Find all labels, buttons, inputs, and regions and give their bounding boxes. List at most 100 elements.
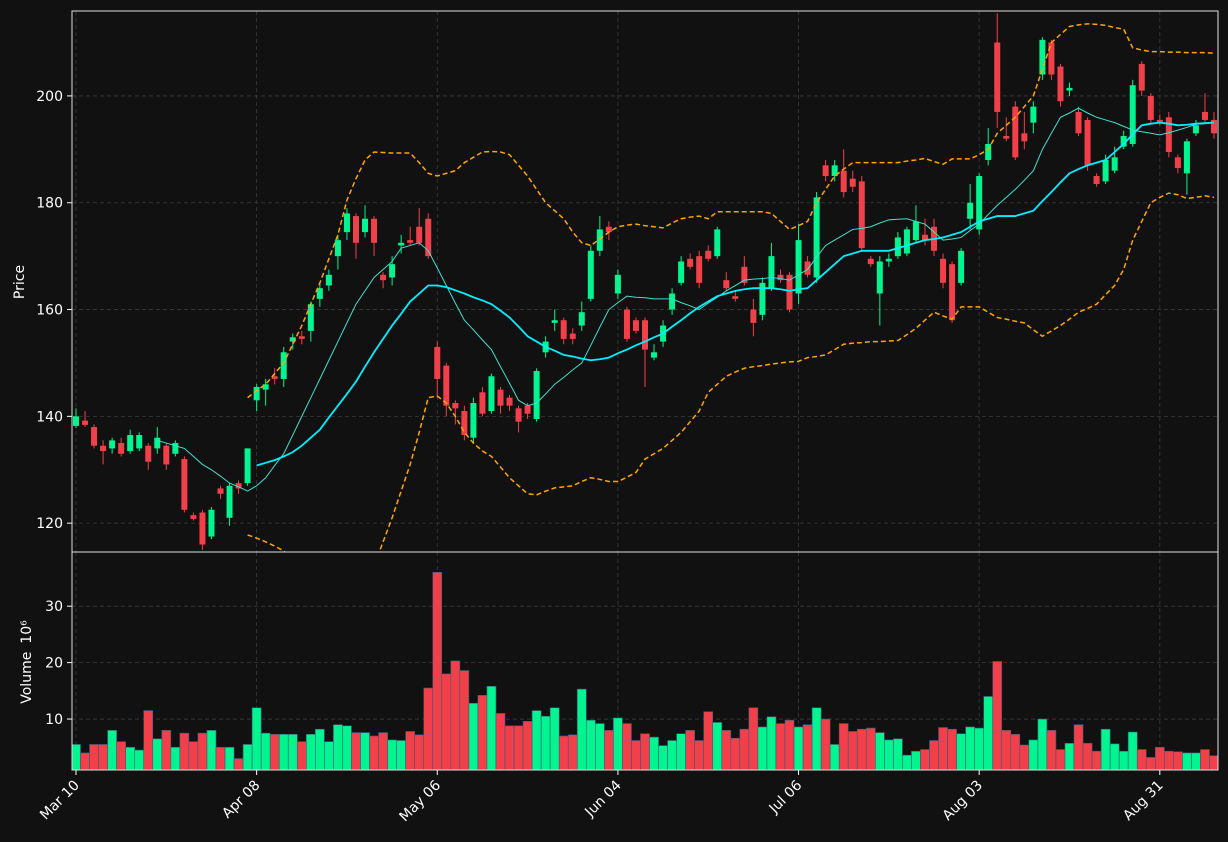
volume-bar [947, 728, 957, 770]
volume-label: Volume [19, 652, 35, 704]
volume-axis-label: Volume 10⁶ [19, 620, 35, 704]
candle-body [82, 420, 89, 425]
candle-body [587, 250, 594, 299]
volume-bar [929, 740, 939, 770]
overlay-line [247, 192, 1215, 552]
candle-body [352, 216, 359, 243]
volume-bar [567, 734, 578, 770]
volume-bar [1173, 751, 1183, 770]
volume-bar [974, 727, 984, 770]
candle-body [912, 221, 919, 241]
volume-bar [604, 730, 614, 770]
volume-bar [1127, 731, 1138, 770]
volume-bar [685, 730, 695, 770]
volume-bar [468, 702, 479, 770]
volume-bar [224, 746, 235, 770]
volume-bar [694, 740, 705, 770]
candle-body [262, 384, 269, 390]
volume-bar [269, 733, 280, 770]
volume-bar [730, 737, 741, 770]
candle-body [732, 296, 739, 299]
volume-bar [450, 660, 461, 770]
volume-bar [170, 746, 181, 770]
candle-body [307, 304, 314, 331]
candle-body [470, 402, 477, 438]
candle-body [696, 256, 703, 283]
candle-body [669, 293, 676, 310]
candle-body [876, 261, 883, 294]
candle-body [642, 320, 648, 350]
candle-body [407, 240, 414, 243]
candle-body [524, 405, 531, 414]
volume-bar [893, 738, 903, 770]
candle-body [316, 288, 323, 299]
volume-bar [215, 746, 226, 770]
y-tick-label: 140 [36, 409, 63, 425]
candle-body [145, 445, 152, 462]
volume-bar [884, 739, 894, 770]
volume-bar [757, 726, 768, 770]
volume-bar [766, 716, 777, 770]
volume-bar [802, 724, 813, 770]
volume-bar [1109, 743, 1120, 770]
volume-bar [793, 726, 804, 770]
candle-body [623, 309, 630, 339]
candle-body [614, 274, 621, 294]
candle-body [380, 274, 387, 281]
volume-bar [333, 724, 343, 770]
candle-body [73, 416, 79, 426]
y-axis-label: Price [12, 265, 28, 299]
volume-bar [477, 695, 488, 770]
candle-body [1111, 157, 1118, 171]
candle-body [786, 274, 793, 310]
candle-body [172, 443, 179, 454]
candle-body [298, 336, 305, 339]
volume-bar [432, 572, 443, 770]
candle-body [705, 250, 712, 259]
candle-body [1138, 63, 1145, 91]
candle-body [1093, 176, 1100, 185]
candle-body [1201, 111, 1208, 120]
volume-bar [197, 732, 208, 770]
grid [72, 11, 1218, 770]
y-tick-label: 180 [36, 196, 63, 212]
volume-bar [911, 750, 921, 770]
candle-body [985, 143, 992, 161]
candle-body [208, 509, 215, 537]
volume-bar [865, 727, 876, 770]
volume-bar [116, 741, 126, 770]
candle-body [1165, 117, 1172, 152]
y-tick-label: 200 [36, 89, 63, 105]
volume-bar [1037, 718, 1048, 770]
candle-body [425, 218, 432, 257]
volume-bar [495, 713, 506, 770]
candle-body [127, 435, 134, 452]
volume-bar [549, 707, 560, 770]
candle-body [1084, 119, 1091, 166]
candle-body [976, 176, 983, 230]
volume-bar [649, 736, 659, 770]
volume-bar [522, 720, 533, 770]
candle-body [181, 459, 188, 510]
volume-bar [1136, 749, 1147, 770]
candle-body [759, 282, 766, 315]
volume-bar [360, 732, 370, 770]
candle-body [1147, 95, 1154, 120]
volume-bar [242, 744, 253, 770]
candle-body [389, 264, 396, 278]
volume-bar [80, 752, 90, 770]
y-tick-label: 20 [45, 656, 63, 672]
candle-body [244, 448, 251, 484]
volume-bar [784, 719, 795, 770]
candle-body [452, 402, 459, 409]
overlay-line [247, 23, 1215, 399]
volume-bar [856, 728, 867, 770]
volume-bar [1154, 746, 1165, 770]
candle-body [289, 337, 296, 342]
candle-body [1211, 119, 1217, 134]
candle-body [271, 376, 278, 379]
candle-body [578, 312, 585, 326]
candle-body [921, 234, 928, 241]
candle-body [994, 42, 1001, 112]
